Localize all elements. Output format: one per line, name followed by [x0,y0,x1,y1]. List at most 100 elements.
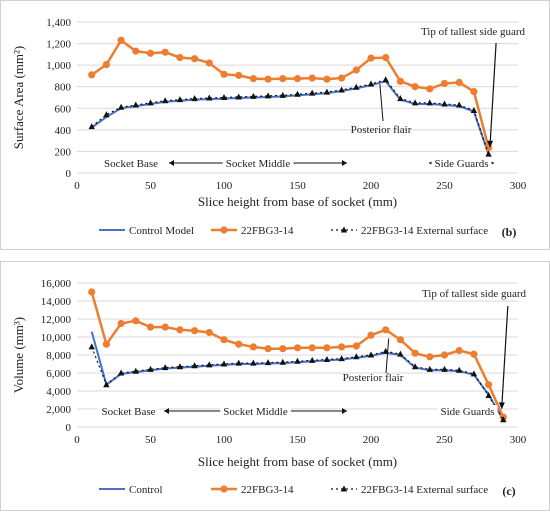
x-tick-label: 200 [363,180,380,192]
annotation-tip: Tip of tallest side guard [422,288,527,300]
data-point [132,367,139,374]
data-point [397,350,404,357]
data-point [352,342,360,350]
data-point [440,79,449,88]
data-point [367,54,375,62]
x-tick-label: 250 [436,180,453,192]
data-point [441,365,448,372]
data-point [220,70,228,78]
data-point [147,365,154,372]
legend-marker [340,485,348,492]
x-tick-label: 100 [216,434,233,446]
data-point [440,351,449,359]
data-point [191,327,199,335]
y-tick-label: 200 [55,146,72,158]
x-tick-label: 100 [216,180,233,192]
data-point [323,344,331,352]
data-point [146,323,155,331]
data-point [367,351,375,358]
data-point [249,75,257,83]
data-point [411,349,419,357]
data-point [132,47,140,55]
x-axis-title: Slice height from base of socket (mm) [198,454,397,469]
data-point [162,97,169,104]
data-point [205,328,213,337]
data-point [103,111,110,118]
annotation-posterior: Posterior flair [343,372,404,384]
data-point [309,89,316,96]
data-point [250,359,257,366]
y-axis-title: Surface Area (mm²) [11,46,26,150]
data-point [249,343,257,351]
data-point [117,103,125,110]
legend-marker [220,485,228,493]
x-tick-label: 250 [436,434,453,446]
data-point [470,370,478,377]
data-point [426,99,433,106]
data-point [220,336,228,344]
data-point [264,92,272,99]
x-tick-label: 0 [74,180,80,192]
data-point [176,53,184,62]
series-line-1 [91,80,490,155]
y-tick-label: 6,000 [46,368,71,380]
data-point [485,381,493,389]
data-point [353,83,360,90]
data-point [396,336,404,344]
data-point [191,55,199,63]
data-point [176,96,184,103]
data-point [367,80,375,87]
panel-label: (c) [502,484,515,498]
y-tick-label: 0 [66,422,72,434]
data-point [338,343,346,351]
data-point [220,360,228,367]
y-tick-label: 10,000 [41,332,72,344]
data-point [382,326,390,334]
range-label-socket-base: Socket Base [101,406,155,418]
data-point [411,363,419,370]
arrow-head [169,160,174,166]
y-tick-label: 4,000 [46,386,71,398]
y-tick-label: 12,000 [41,314,72,326]
y-tick-label: 1,000 [46,60,71,72]
data-point [294,357,301,364]
x-tick-label: 150 [289,180,306,192]
label-backdrop [100,157,162,171]
data-point [500,416,507,423]
label-backdrop [220,405,291,419]
x-tick-label: 50 [145,180,157,192]
data-point [367,331,375,339]
arrow-head [342,408,347,414]
arrow-head [164,408,169,414]
data-point [146,49,155,57]
arrow-head [487,140,494,148]
data-point [309,356,316,363]
x-tick-label: 300 [510,434,527,446]
legend-label: 22FBG3-14 External surface [361,225,488,237]
y-tick-label: 400 [55,125,72,137]
data-point [455,78,463,86]
legend-label: 22FBG3-14 [241,225,294,237]
data-point [426,353,434,361]
data-point [338,355,345,362]
panel-label: (b) [502,225,517,239]
data-point [456,366,463,373]
data-point [161,48,169,56]
y-tick-label: 1,400 [46,17,71,29]
data-point [235,340,243,348]
data-point [396,77,404,85]
data-point [308,344,316,352]
data-point [485,392,492,398]
range-label-side-guards: Side Guards [434,158,488,170]
data-point [88,123,95,130]
y-tick-label: 16,000 [41,278,72,290]
x-tick-label: 50 [145,434,157,446]
data-point [264,75,272,83]
data-point [485,150,492,157]
data-point [441,100,448,107]
y-tick-label: 14,000 [41,296,72,308]
data-point [279,75,287,83]
range-label-socket-base: Socket Base [104,158,158,170]
annotation-arrow [501,305,509,407]
range-label-socket-middle: Socket Middle [226,158,291,170]
